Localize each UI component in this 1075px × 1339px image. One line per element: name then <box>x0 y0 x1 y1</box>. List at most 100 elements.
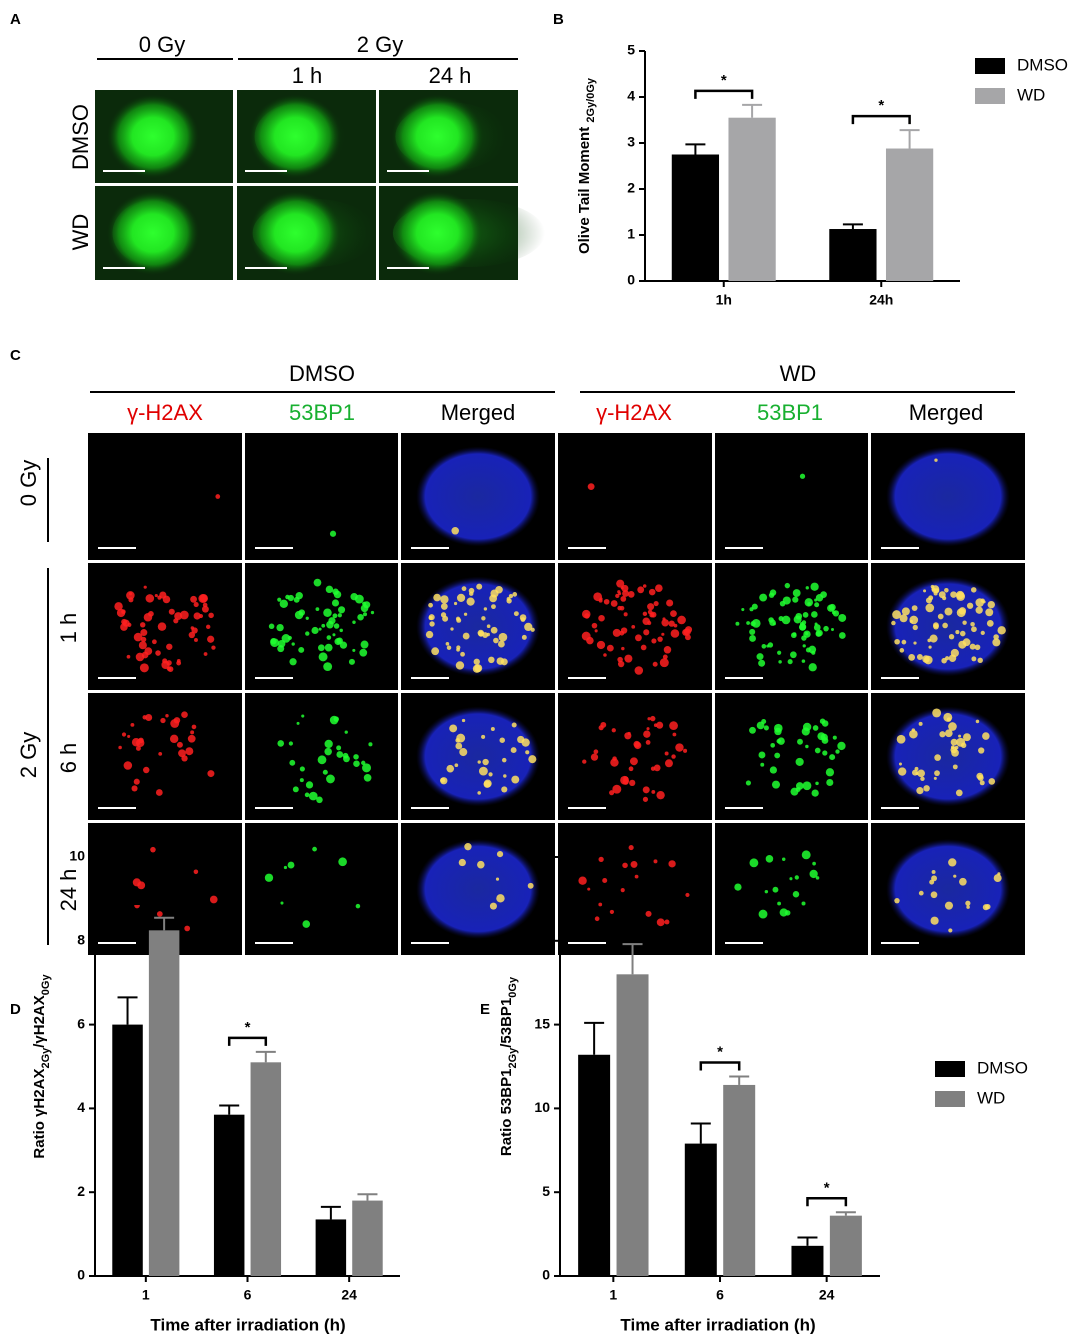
focus <box>140 622 146 628</box>
focus <box>368 742 373 747</box>
focus <box>795 782 804 790</box>
focus <box>298 609 305 616</box>
focus <box>203 652 208 656</box>
focus <box>496 850 504 858</box>
bar <box>578 1054 611 1276</box>
focus <box>792 589 801 597</box>
focus <box>281 634 291 643</box>
focus <box>808 663 817 672</box>
focus <box>668 620 675 627</box>
focus <box>140 629 148 637</box>
focus <box>624 654 633 663</box>
focus <box>971 656 977 662</box>
focus <box>318 627 322 631</box>
focus <box>482 758 489 766</box>
focus <box>648 588 656 596</box>
focus <box>317 755 327 765</box>
focus <box>944 729 953 738</box>
legend-label: DMSO <box>977 1058 1028 1077</box>
focus <box>621 584 629 592</box>
focus <box>805 744 809 749</box>
focus <box>131 785 138 792</box>
focus <box>127 734 131 738</box>
focus <box>933 776 937 780</box>
focus <box>138 641 147 650</box>
time-label: 24 h <box>56 869 81 912</box>
focus <box>594 629 598 633</box>
focus <box>491 604 496 610</box>
bar <box>315 1219 347 1276</box>
focus <box>971 626 977 633</box>
significance-label: * <box>143 885 149 902</box>
focus <box>155 789 163 796</box>
focus <box>279 599 289 608</box>
focus <box>289 759 296 766</box>
focus <box>974 644 981 651</box>
focus <box>944 587 949 593</box>
focus <box>333 590 342 599</box>
focus <box>837 741 846 751</box>
focus <box>490 727 495 731</box>
focus <box>821 720 829 727</box>
focus <box>598 614 605 622</box>
focus <box>121 618 128 625</box>
bar <box>728 117 776 281</box>
focus <box>931 870 936 874</box>
focus <box>777 737 785 745</box>
focus <box>810 582 819 591</box>
focus <box>985 903 991 910</box>
focus <box>215 494 221 499</box>
focus <box>187 734 196 743</box>
focus <box>642 584 647 588</box>
focus <box>637 586 645 594</box>
focus <box>316 796 323 804</box>
focus <box>963 733 971 742</box>
focus <box>137 881 146 890</box>
focus <box>527 882 534 889</box>
focus <box>207 635 215 643</box>
focus <box>160 717 166 724</box>
focus <box>799 621 804 626</box>
focus <box>582 759 587 764</box>
focus <box>647 717 651 721</box>
focus <box>615 593 620 599</box>
focus <box>771 780 781 789</box>
focus <box>133 632 143 642</box>
x-axis-label: Time after irradiation (h) <box>150 1315 345 1334</box>
focus <box>970 621 975 627</box>
focus <box>617 605 622 611</box>
focus <box>578 876 587 885</box>
focus <box>928 595 934 601</box>
focus <box>517 735 525 744</box>
focus <box>670 629 680 638</box>
focus <box>596 640 606 650</box>
focus <box>360 640 369 649</box>
x-tick-label: 1 <box>142 1287 150 1303</box>
focus <box>934 754 941 761</box>
focus <box>802 644 806 648</box>
focus <box>325 585 334 594</box>
focus <box>813 624 821 631</box>
focus <box>916 654 923 660</box>
focus <box>948 654 957 662</box>
focus <box>190 595 197 603</box>
focus <box>643 629 650 636</box>
y-axis-label-part: Olive Tail Moment <box>576 123 593 254</box>
focus <box>462 632 470 640</box>
focus <box>343 755 350 763</box>
significance-label: * <box>717 1044 723 1061</box>
focus <box>975 719 980 724</box>
dose-header: 0 Gy <box>139 32 185 57</box>
focus <box>190 730 195 735</box>
focus <box>642 617 651 625</box>
focus <box>511 775 520 784</box>
focus <box>962 620 967 625</box>
focus <box>642 786 650 794</box>
y-axis-label-part: 0Gy <box>507 976 519 998</box>
channel-header: γ-H2AX <box>127 400 203 425</box>
focus <box>158 751 163 756</box>
focus <box>156 911 163 917</box>
focus <box>455 742 463 750</box>
x-tick-label: 1h <box>716 292 732 308</box>
x-tick-label: 1 <box>609 1287 617 1303</box>
